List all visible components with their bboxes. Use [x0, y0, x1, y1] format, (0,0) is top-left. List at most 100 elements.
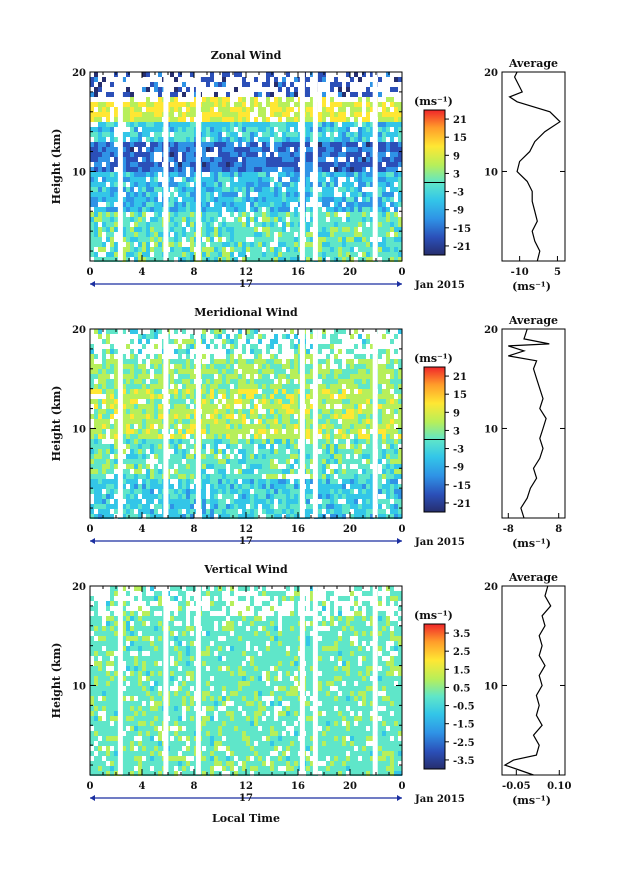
heatmap-cell: [94, 252, 98, 257]
heatmap-cell: [170, 107, 174, 112]
heatmap-cell: [90, 157, 94, 162]
heatmap-cell: [330, 237, 334, 242]
heatmap-cell: [110, 359, 114, 364]
heatmap-cell: [278, 147, 282, 152]
heatmap-cell: [382, 257, 386, 262]
heatmap-cell: [346, 232, 350, 237]
heatmap-cell: [278, 479, 282, 484]
heatmap-cell: [346, 369, 350, 374]
heatmap-cell: [330, 414, 334, 419]
heatmap-cell: [398, 222, 402, 227]
heatmap-cell: [98, 172, 102, 177]
heatmap-cell: [114, 182, 118, 187]
heatmap-cell: [338, 384, 342, 389]
heatmap-cell: [342, 394, 346, 399]
heatmap-cell: [182, 499, 186, 504]
heatmap-cell: [398, 454, 402, 459]
heatmap-cell: [186, 454, 190, 459]
heatmap-cell: [266, 459, 270, 464]
heatmap-cell: [146, 237, 150, 242]
heatmap-cell: [394, 217, 398, 222]
heatmap-cell: [182, 379, 186, 384]
heatmap-cell: [294, 344, 298, 349]
heatmap-cell: [150, 232, 154, 237]
heatmap-cell: [278, 379, 282, 384]
heatmap-cell: [330, 379, 334, 384]
heatmap-cell: [174, 162, 178, 167]
heatmap-cell: [158, 207, 162, 212]
heatmap-cell: [278, 439, 282, 444]
heatmap-cell: [342, 469, 346, 474]
heatmap-cell: [398, 494, 402, 499]
heatmap-cell: [174, 399, 178, 404]
heatmap-cell: [110, 389, 114, 394]
heatmap-cell: [154, 514, 158, 519]
heatmap-cell: [342, 434, 346, 439]
heatmap-cell: [234, 237, 238, 242]
heatmap-cell: [386, 459, 390, 464]
heatmap-cell: [134, 152, 138, 157]
heatmap-cell: [202, 504, 206, 509]
heatmap-cell: [334, 454, 338, 459]
heatmap-cell: [242, 207, 246, 212]
heatmap-cell: [366, 399, 370, 404]
heatmap-cell: [222, 197, 226, 202]
heatmap-cell: [174, 157, 178, 162]
heatmap-cell: [322, 424, 326, 429]
heatmap-cell: [182, 339, 186, 344]
heatmap-cell: [334, 257, 338, 262]
heatmap-cell: [358, 449, 362, 454]
heatmap-cell: [322, 202, 326, 207]
heatmap-cell: [170, 489, 174, 494]
heatmap-cell: [146, 334, 150, 339]
heatmap-cell: [258, 499, 262, 504]
heatmap-cell: [234, 369, 238, 374]
heatmap-cell: [138, 509, 142, 514]
heatmap-cell: [370, 217, 374, 222]
heatmap-cell: [158, 252, 162, 257]
heatmap-cell: [134, 329, 138, 334]
heatmap-cell: [222, 359, 226, 364]
heatmap-cell: [354, 514, 358, 519]
x-tick-label: 8: [191, 267, 198, 278]
heatmap-cell: [122, 202, 126, 207]
heatmap-cell: [126, 344, 130, 349]
heatmap-cell: [322, 132, 326, 137]
heatmap-cell: [322, 192, 326, 197]
heatmap-cell: [330, 514, 334, 519]
heatmap-cell: [270, 187, 274, 192]
heatmap-cell: [270, 252, 274, 257]
heatmap-cell: [318, 232, 322, 237]
heatmap-cell: [278, 102, 282, 107]
heatmap-cell: [126, 499, 130, 504]
heatmap-cell: [134, 494, 138, 499]
heatmap-cell: [230, 182, 234, 187]
heatmap-cell: [122, 424, 126, 429]
heatmap-cell: [366, 514, 370, 519]
heatmap-cell: [378, 454, 382, 459]
heatmap-cell: [350, 132, 354, 137]
heatmap-cell: [242, 257, 246, 262]
heatmap-cell: [318, 177, 322, 182]
heatmap-cell: [342, 489, 346, 494]
heatmap-cell: [150, 449, 154, 454]
x-tick-label: 0: [87, 267, 94, 278]
heatmap-cell: [330, 182, 334, 187]
heatmap-cell: [342, 172, 346, 177]
heatmap-cell: [94, 474, 98, 479]
heatmap-cell: [242, 222, 246, 227]
heatmap-cell: [230, 499, 234, 504]
heatmap-cell: [362, 394, 366, 399]
heatmap-cell: [130, 167, 134, 172]
heatmap-cell: [254, 454, 258, 459]
heatmap-cell: [322, 157, 326, 162]
heatmap-cell: [290, 132, 294, 137]
heatmap-cell: [130, 187, 134, 192]
heatmap-cell: [334, 112, 338, 117]
heatmap-cell: [90, 242, 94, 247]
heatmap-cell: [130, 464, 134, 469]
heatmap-cell: [218, 117, 222, 122]
heatmap-cell: [202, 227, 206, 232]
heatmap-cell: [230, 509, 234, 514]
heatmap-cell: [398, 389, 402, 394]
